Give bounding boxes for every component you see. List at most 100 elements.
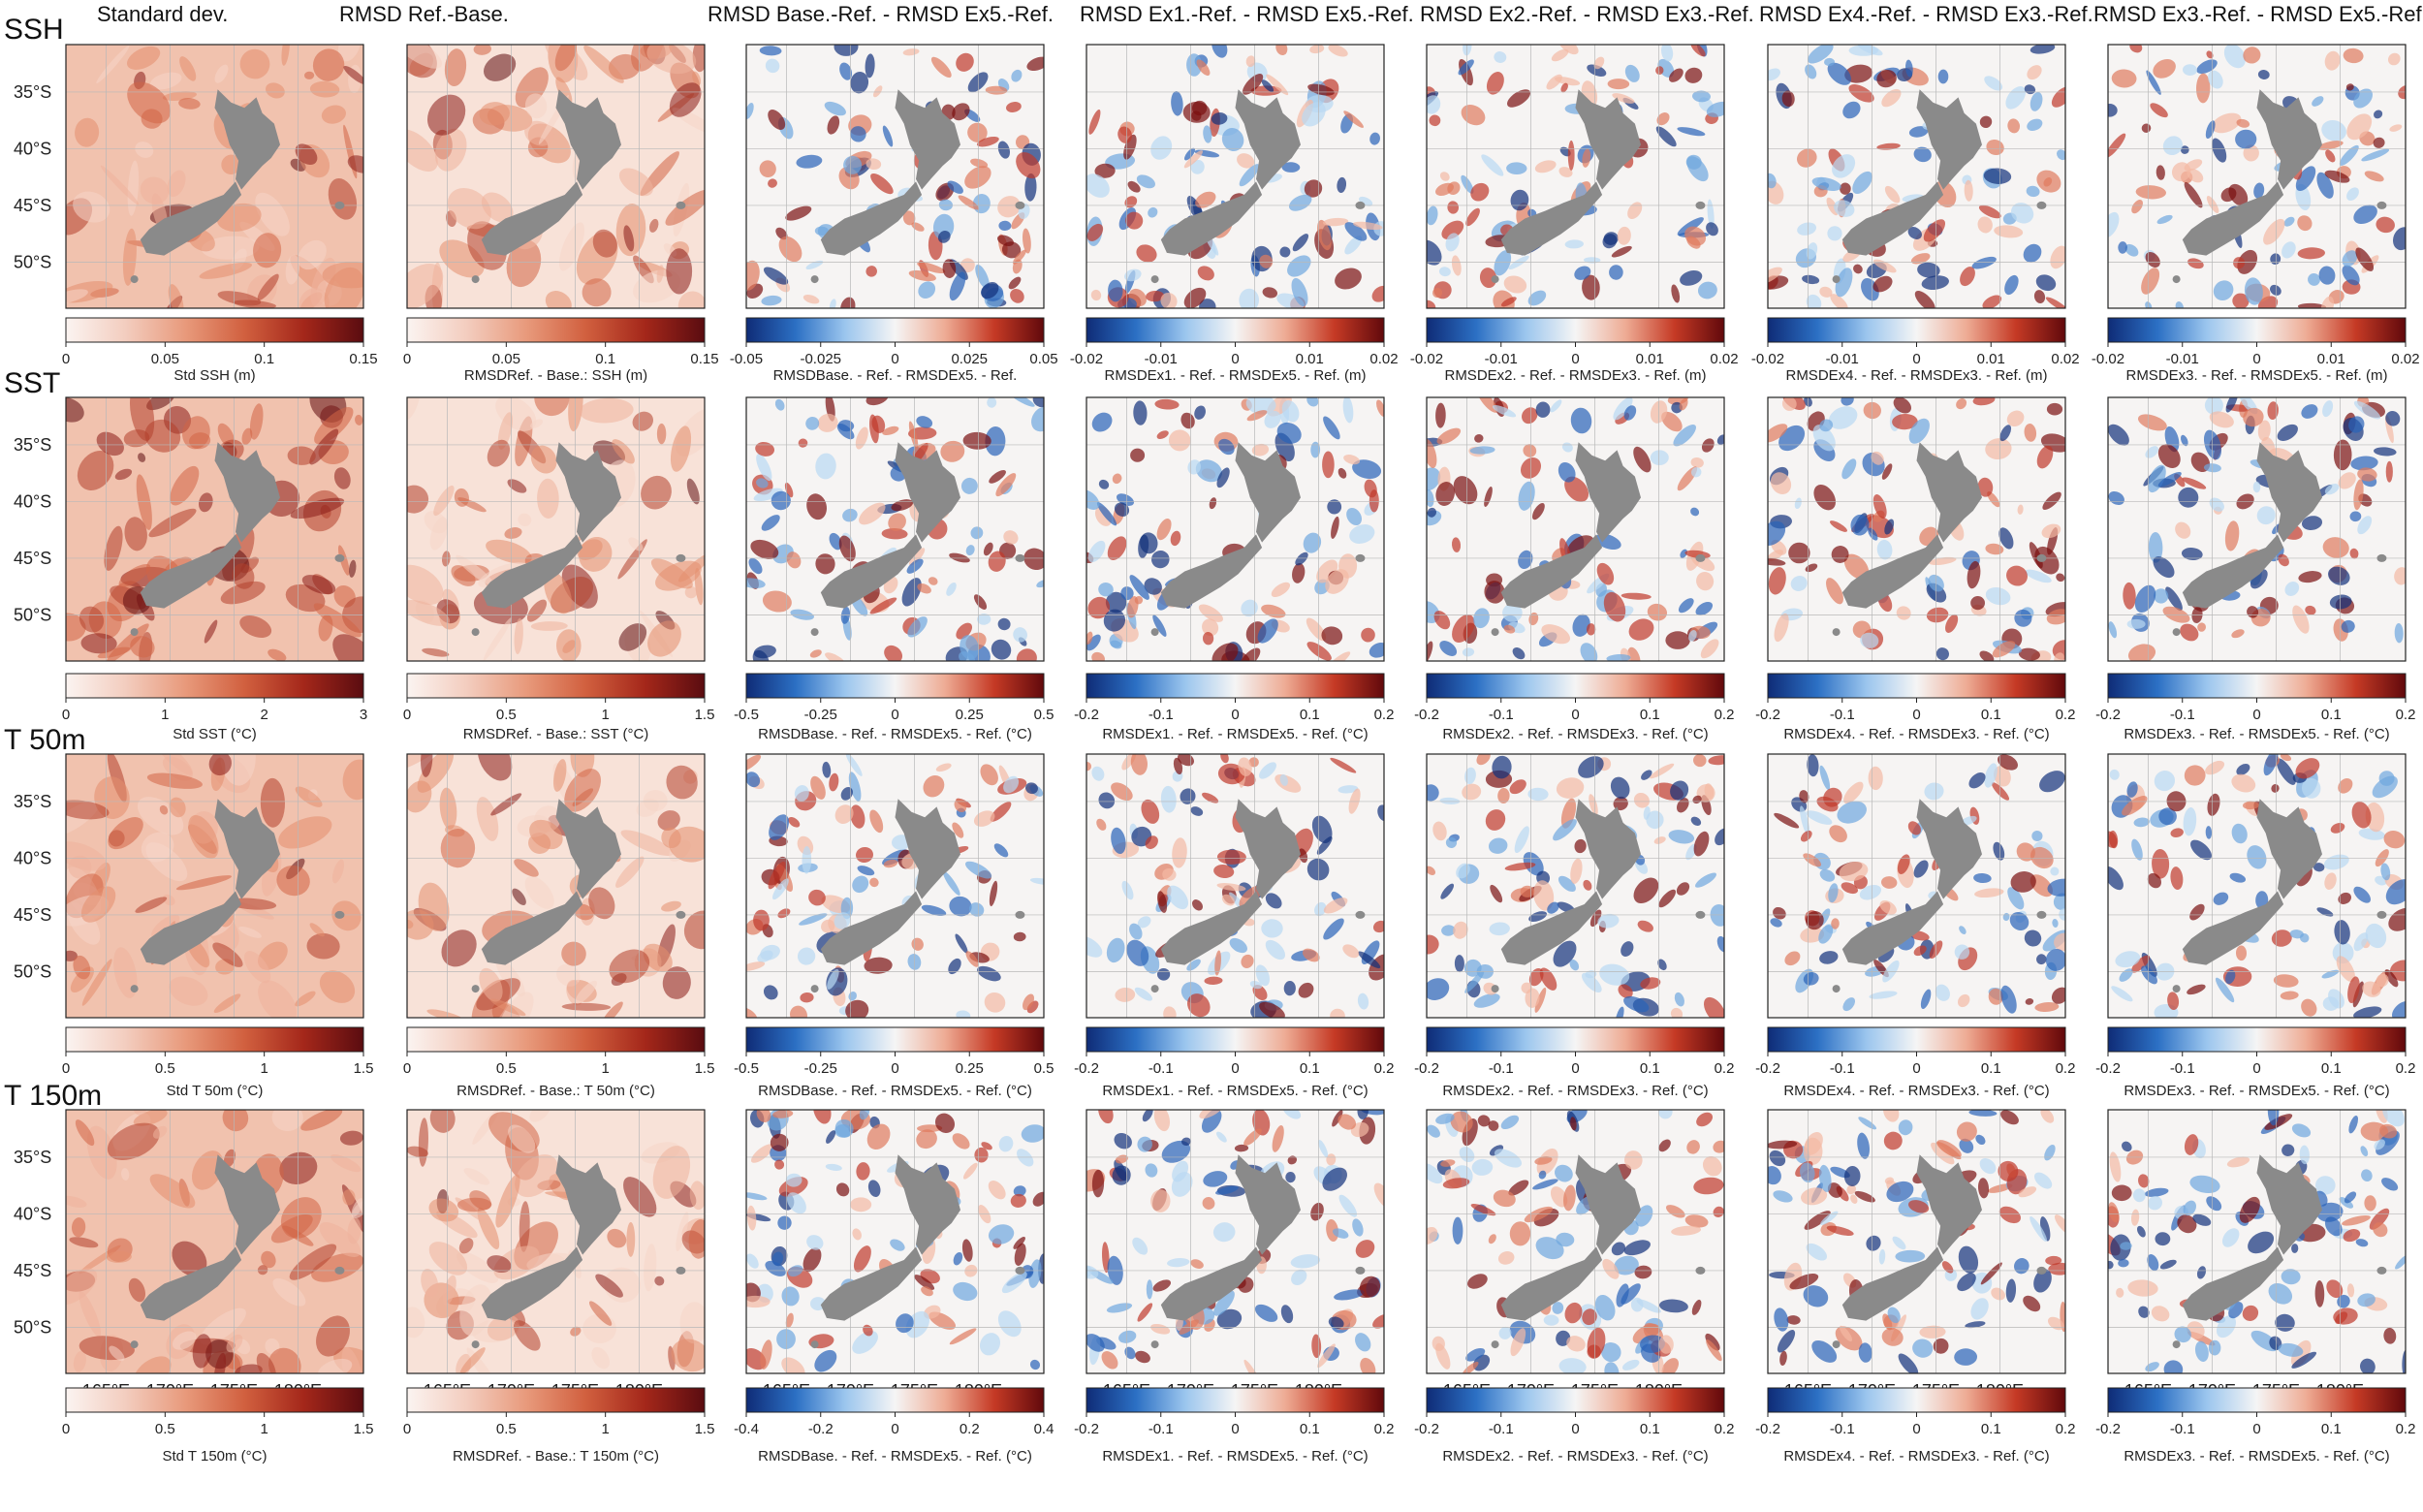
- map-frame: [406, 44, 706, 309]
- colorbar-tick-label: -0.2: [808, 1421, 834, 1437]
- colorbar-label: RMSDRef. - Base.: SST (°C): [463, 726, 649, 742]
- north-island-landmass: [1575, 89, 1641, 190]
- north-island-landmass: [2256, 89, 2322, 190]
- colorbar-tick-label: 0.5: [155, 1421, 175, 1437]
- chatham-islands: [1015, 201, 1025, 209]
- north-island-landmass: [1575, 442, 1641, 543]
- auckland-islands: [130, 628, 139, 637]
- colorbar-tick-label: 0.2: [960, 1421, 980, 1437]
- south-island-landmass: [1500, 891, 1603, 965]
- map-panel-r4-c3: 165°E170°E175°E180°E: [745, 1109, 1045, 1401]
- colorbar-tick-label: -0.01: [1826, 351, 1859, 367]
- field-pattern: [66, 1110, 363, 1373]
- map-frame: [406, 396, 706, 662]
- colorbar-tick-label: 0.5: [1034, 707, 1054, 723]
- colorbar-tick-label: 0: [891, 1421, 898, 1437]
- column-title-7: RMSD Ex3.-Ref. - RMSD Ex5.-Ref.: [2093, 2, 2423, 26]
- auckland-islands: [130, 985, 139, 993]
- south-island-landmass: [1841, 181, 1944, 256]
- auckland-islands: [2172, 985, 2181, 993]
- field-pattern: [1768, 1110, 2065, 1373]
- map-frame: [65, 1109, 364, 1374]
- colorbar-tick-label: -0.2: [1074, 707, 1099, 723]
- auckland-islands: [471, 275, 480, 284]
- north-island-landmass: [214, 799, 280, 899]
- graticule: [1427, 397, 1724, 661]
- south-island-landmass: [481, 1246, 583, 1321]
- map-frame: [2107, 753, 2407, 1019]
- colorbar-tick-label: -0.2: [1414, 1421, 1439, 1437]
- colorbar-tick-label: 0.1: [1640, 707, 1660, 723]
- colorbar-gradient: [2107, 673, 2407, 699]
- colorbar-tick-label: 0.02: [1710, 351, 1738, 367]
- field-pattern: [1086, 45, 1384, 308]
- map-panel-r1-c2: [406, 44, 706, 309]
- south-island-landmass: [140, 181, 242, 256]
- colorbar-label: RMSDEx4. - Ref. - RMSDEx3. - Ref. (°C): [1783, 726, 2049, 742]
- north-island-landmass: [1235, 1154, 1301, 1255]
- colorbar: -0.05 -0.025 0 0.025 0.05 RMSDBase. - Ref. - …: [730, 317, 1058, 384]
- colorbar-tick-label: -0.2: [1755, 1421, 1780, 1437]
- column-title-2: RMSD Ref.-Base.: [339, 2, 509, 26]
- north-island-landmass: [214, 89, 280, 190]
- colorbar-tick-label: 0: [403, 707, 411, 723]
- colorbar-tick-label: 0: [1912, 707, 1920, 723]
- colorbar-tick-label: -0.025: [800, 351, 841, 367]
- colorbar: -0.2 -0.1 0 0.1 0.2 RMSDEx4. - Ref. - RMSDEx3…: [1755, 1026, 2075, 1099]
- lat-tick-label: 40°S: [14, 139, 51, 158]
- north-island-landmass: [1235, 799, 1301, 899]
- colorbar-tick-label: -0.02: [1070, 351, 1103, 367]
- colorbar-tick-label: 0: [62, 351, 70, 367]
- auckland-islands: [1491, 628, 1499, 637]
- colorbar-gradient: [745, 1387, 1045, 1413]
- auckland-islands: [1150, 628, 1159, 637]
- colorbar-tick-label: 1: [260, 1421, 267, 1437]
- south-island-landmass: [140, 534, 242, 609]
- north-island-landmass: [895, 442, 960, 543]
- north-island-landmass: [1575, 1154, 1641, 1255]
- chatham-islands: [2036, 201, 2047, 209]
- row-label-t-50m: T 50m: [4, 724, 85, 756]
- lat-tick-label: 50°S: [14, 605, 51, 624]
- colorbar-tick-label: 1.5: [354, 1060, 374, 1077]
- graticule: [66, 397, 363, 661]
- chatham-islands: [676, 553, 686, 562]
- colorbar-tick-label: -0.1: [1830, 1421, 1855, 1437]
- lat-tick-label: 35°S: [14, 435, 51, 455]
- column-title-4: RMSD Ex1.-Ref. - RMSD Ex5.-Ref.: [1080, 2, 1414, 26]
- colorbar-tick-label: 0.15: [690, 351, 718, 367]
- south-island-landmass: [140, 1246, 242, 1321]
- north-island-landmass: [2256, 442, 2322, 543]
- map-panel-r3-c4: [1086, 753, 1385, 1019]
- north-island-landmass: [555, 89, 621, 190]
- colorbar-tick-label: -0.01: [1485, 351, 1518, 367]
- colorbar-tick-label: -0.2: [2095, 1421, 2121, 1437]
- colorbar-tick-label: 0.02: [1369, 351, 1398, 367]
- field-pattern: [1770, 754, 2065, 1014]
- chatham-islands: [1695, 910, 1706, 919]
- map-frame: [1426, 1109, 1725, 1374]
- colorbar: -0.2 -0.1 0 0.1 0.2 RMSDEx2. - Ref. - RMSDEx3…: [1414, 1387, 1734, 1465]
- chatham-islands: [1015, 910, 1025, 919]
- auckland-islands: [810, 628, 819, 637]
- colorbar-tick-label: -0.1: [1149, 707, 1174, 723]
- colorbar-tick-label: 0: [1571, 1060, 1579, 1077]
- lat-tick-label: 50°S: [14, 1317, 51, 1337]
- colorbar-tick-label: 0.2: [2396, 707, 2416, 723]
- south-island-landmass: [820, 891, 923, 965]
- colorbar-tick-label: 1: [260, 1060, 267, 1077]
- colorbar-tick-label: 1.5: [695, 1060, 715, 1077]
- colorbar-gradient: [406, 1387, 706, 1413]
- colorbar-tick-label: 0.2: [2056, 1421, 2076, 1437]
- map-frame: [1086, 1109, 1385, 1374]
- chatham-islands: [2376, 1266, 2387, 1275]
- colorbar-tick-label: 0.1: [1981, 1060, 2001, 1077]
- colorbar-tick-label: 0.1: [1981, 1421, 2001, 1437]
- auckland-islands: [1832, 275, 1841, 284]
- colorbar: -0.2 -0.1 0 0.1 0.2 RMSDEx2. - Ref. - RMSDEx3…: [1414, 673, 1734, 742]
- colorbar-gradient: [1767, 1026, 2066, 1053]
- colorbar-tick-label: 0.1: [2321, 1060, 2342, 1077]
- colorbar-tick-label: -0.2: [1074, 1421, 1099, 1437]
